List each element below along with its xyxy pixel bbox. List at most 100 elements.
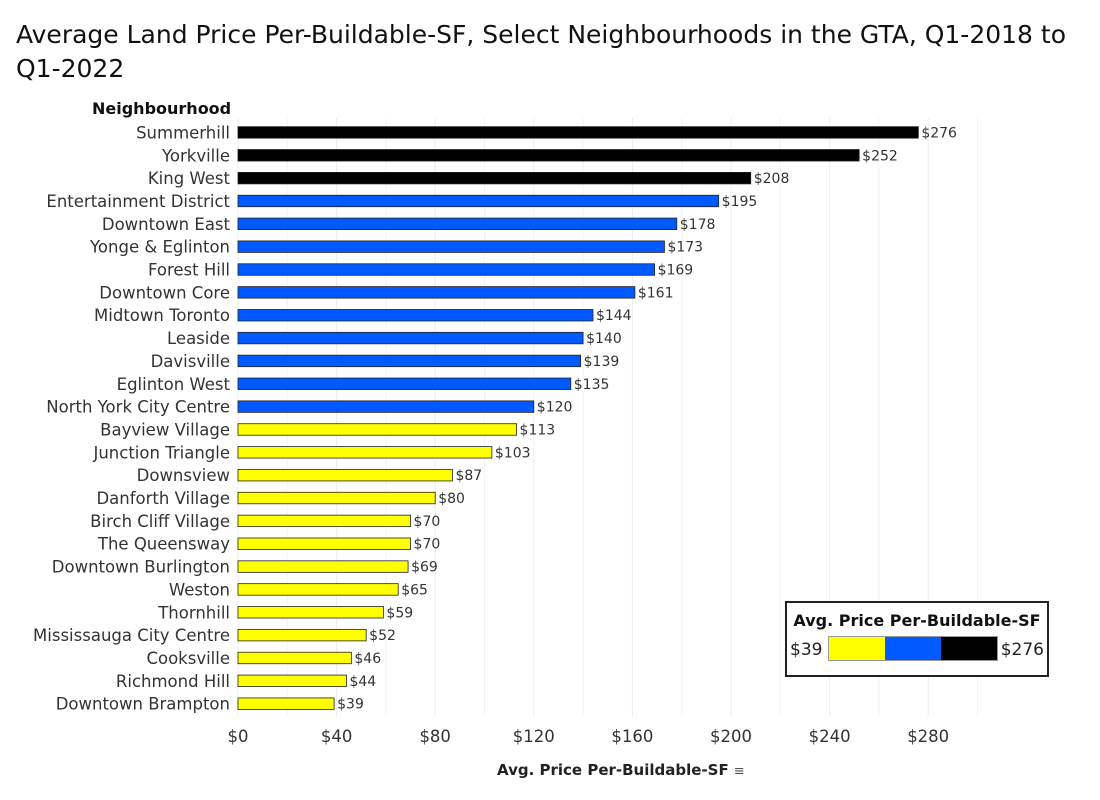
value-labels: $276 $252 $208 $195 $178 $173 $169 $161 $144 $140… (337, 125, 957, 712)
chart-title: Average Land Price Per-Buildable-SF, Sel… (16, 20, 1066, 83)
category-label-21: Thornhill (157, 603, 230, 622)
value-label-21: $59 (386, 605, 413, 621)
bar-15[interactable] (237, 469, 453, 482)
value-label-15: $87 (455, 468, 482, 484)
x-tick-label-0: $0 (228, 727, 249, 746)
color-legend: Avg. Price Per-Buildable-SF $39 $276 (785, 601, 1049, 677)
bar-4[interactable] (237, 217, 678, 230)
value-label-10: $139 (584, 354, 620, 370)
category-label-22: Mississauga City Centre (33, 626, 230, 645)
bar-17[interactable] (237, 514, 411, 528)
legend-color-ramp (828, 636, 998, 661)
value-label-24: $44 (349, 674, 376, 690)
bar-20[interactable] (237, 583, 399, 596)
bar-1[interactable] (237, 149, 860, 162)
bar-6[interactable] (237, 263, 655, 276)
value-label-12: $120 (537, 400, 573, 416)
value-label-14: $103 (495, 445, 531, 461)
bar-2[interactable] (237, 171, 752, 185)
value-label-9: $140 (586, 331, 622, 347)
legend-title: Avg. Price Per-Buildable-SF (793, 611, 1041, 630)
bar-16[interactable] (237, 491, 436, 505)
x-tick-label-6: $240 (809, 727, 851, 746)
x-tick-label-5: $200 (710, 727, 752, 746)
value-label-6: $169 (658, 263, 694, 279)
bar-9[interactable] (237, 331, 584, 345)
legend-swatch-0 (829, 637, 885, 660)
category-label-16: Danforth Village (96, 489, 230, 508)
legend-min-label: $39 (790, 640, 823, 660)
category-label-10: Davisville (151, 352, 230, 371)
value-label-5: $173 (667, 240, 703, 256)
category-label-8: Midtown Toronto (94, 306, 230, 325)
category-label-11: Eglinton West (117, 375, 231, 394)
value-label-22: $52 (369, 628, 396, 644)
category-label-14: Junction Triangle (92, 443, 230, 462)
bar-22[interactable] (237, 628, 367, 642)
dimension-header: Neighbourhood (92, 99, 232, 118)
category-label-0: Summerhill (136, 123, 230, 142)
bar-12[interactable] (237, 400, 535, 413)
bar-18[interactable] (237, 537, 411, 550)
category-label-23: Cooksville (146, 649, 230, 668)
bar-13[interactable] (237, 423, 517, 436)
category-label-4: Downtown East (102, 215, 231, 234)
value-label-20: $65 (401, 582, 428, 598)
bar-19[interactable] (237, 560, 409, 573)
value-label-16: $80 (438, 491, 465, 507)
category-label-19: Downtown Burlington (52, 558, 230, 577)
x-tick-label-3: $120 (513, 727, 555, 746)
value-label-13: $113 (520, 422, 556, 438)
x-tick-label-2: $80 (419, 727, 451, 746)
category-label-12: North York City Centre (46, 398, 230, 417)
category-label-2: King West (148, 169, 231, 188)
bar-8[interactable] (237, 309, 594, 322)
value-label-4: $178 (680, 217, 716, 233)
legend-max-label: $276 (1000, 640, 1044, 660)
bar-11[interactable] (237, 377, 572, 390)
value-label-23: $46 (354, 651, 381, 667)
bar-23[interactable] (237, 651, 352, 665)
category-label-6: Forest Hill (148, 261, 230, 280)
value-label-11: $135 (574, 377, 610, 393)
category-label-3: Entertainment District (46, 192, 230, 211)
category-label-1: Yorkville (161, 146, 230, 165)
category-label-5: Yonge & Eglinton (89, 238, 230, 257)
gridlines (237, 118, 978, 716)
category-label-20: Weston (169, 580, 230, 599)
bar-5[interactable] (237, 240, 665, 253)
value-label-25: $39 (337, 697, 364, 713)
value-label-8: $144 (596, 308, 632, 324)
value-label-3: $195 (722, 194, 758, 210)
bar-24[interactable] (237, 674, 347, 687)
bar-3[interactable] (237, 194, 720, 208)
bars (237, 126, 919, 710)
category-label-18: The Queensway (97, 535, 230, 554)
bar-0[interactable] (237, 126, 919, 139)
bar-21[interactable] (237, 606, 384, 619)
value-label-17: $70 (414, 514, 441, 530)
legend-swatch-1 (885, 637, 941, 660)
category-label-9: Leaside (167, 329, 230, 348)
category-label-25: Downtown Brampton (56, 695, 230, 714)
bar-7[interactable] (237, 286, 636, 299)
x-tick-label-7: $280 (907, 727, 949, 746)
category-label-24: Richmond Hill (116, 672, 230, 691)
x-axis-title-text: Avg. Price Per-Buildable-SF (497, 761, 729, 779)
x-axis-title[interactable]: Avg. Price Per-Buildable-SF ≡ (497, 761, 745, 779)
value-label-19: $69 (411, 560, 438, 576)
x-tick-label-4: $160 (611, 727, 653, 746)
bar-25[interactable] (237, 697, 335, 710)
legend-swatch-2 (941, 637, 997, 660)
value-label-7: $161 (638, 285, 674, 301)
category-label-13: Bayview Village (100, 420, 230, 439)
value-label-1: $252 (862, 148, 898, 164)
bar-10[interactable] (237, 354, 582, 368)
bar-14[interactable] (237, 446, 493, 459)
value-label-2: $208 (754, 171, 790, 187)
sort-descending-icon[interactable]: ≡ (733, 764, 745, 779)
category-labels: Summerhill Yorkville King West Entertainmen… (33, 123, 230, 713)
value-label-18: $70 (414, 537, 441, 553)
value-label-0: $276 (921, 125, 957, 141)
